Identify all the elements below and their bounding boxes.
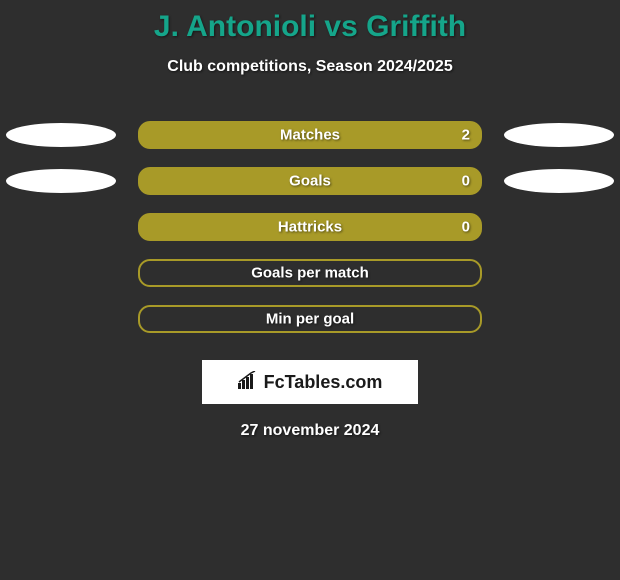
stat-label: Hattricks	[278, 219, 342, 236]
right-player-marker	[504, 123, 614, 147]
page-subtitle: Club competitions, Season 2024/2025	[0, 58, 620, 76]
stat-pill: Goals per match	[138, 259, 482, 287]
stat-value: 0	[462, 173, 470, 190]
stat-row: Matches 2	[0, 112, 620, 158]
date-text: 27 november 2024	[0, 422, 620, 440]
stat-label: Matches	[280, 127, 340, 144]
left-player-marker	[6, 123, 116, 147]
brand-chart-icon	[238, 371, 260, 394]
stat-value: 2	[462, 127, 470, 144]
stat-rows: Matches 2 Goals 0 Hattricks 0 Goals per match M…	[0, 112, 620, 342]
stat-row: Goals per match	[0, 250, 620, 296]
stat-label: Goals	[289, 173, 331, 190]
stat-label: Goals per match	[251, 265, 369, 282]
right-player-marker	[504, 169, 614, 193]
stat-pill: Hattricks 0	[138, 213, 482, 241]
brand-text: FcTables.com	[264, 372, 383, 393]
stat-row: Goals 0	[0, 158, 620, 204]
left-player-marker	[6, 169, 116, 193]
stat-label: Min per goal	[266, 311, 354, 328]
stat-pill: Min per goal	[138, 305, 482, 333]
stat-pill: Goals 0	[138, 167, 482, 195]
stat-row: Hattricks 0	[0, 204, 620, 250]
stats-comparison-card: J. Antonioli vs Griffith Club competitio…	[0, 0, 620, 580]
page-title: J. Antonioli vs Griffith	[0, 0, 620, 44]
brand-badge: FcTables.com	[202, 360, 418, 404]
stat-row: Min per goal	[0, 296, 620, 342]
stat-value: 0	[462, 219, 470, 236]
stat-pill: Matches 2	[138, 121, 482, 149]
